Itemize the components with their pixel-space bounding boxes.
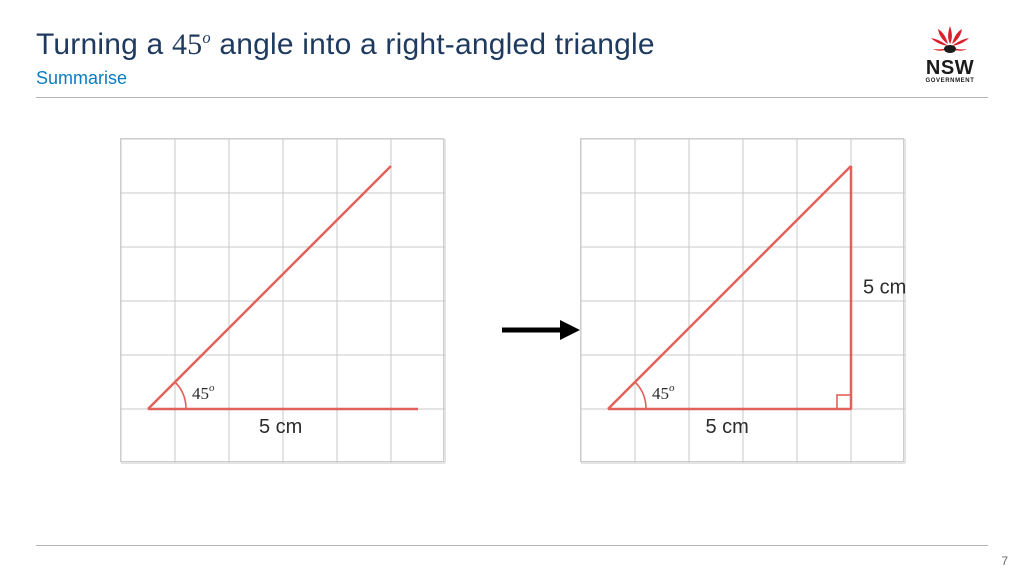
waratah-icon xyxy=(927,24,973,58)
arrow-icon xyxy=(500,316,584,344)
divider-bottom xyxy=(36,545,988,546)
subtitle: Summarise xyxy=(36,68,988,89)
divider-top xyxy=(36,97,988,98)
svg-text:45o: 45o xyxy=(192,382,215,403)
diagram-area: 45o 5 cm 45o 5 cm 5 cm xyxy=(120,138,920,498)
title-angle-unit: o xyxy=(202,28,210,47)
svg-text:5 cm: 5 cm xyxy=(259,416,302,438)
logo-text: NSW xyxy=(912,58,988,78)
right-diagram-svg: 45o 5 cm 5 cm xyxy=(581,139,965,493)
logo-subtext: GOVERNMENT xyxy=(912,78,988,84)
left-panel: 45o 5 cm xyxy=(120,138,444,462)
svg-text:45o: 45o xyxy=(652,382,675,403)
title-suffix: angle into a right-angled triangle xyxy=(211,28,655,61)
right-panel: 45o 5 cm 5 cm xyxy=(580,138,904,462)
svg-text:5 cm: 5 cm xyxy=(863,277,906,299)
nsw-logo: NSW GOVERNMENT xyxy=(912,24,988,84)
page-number: 7 xyxy=(1001,554,1008,568)
title-prefix: Turning a xyxy=(36,28,172,61)
svg-text:5 cm: 5 cm xyxy=(706,416,749,438)
left-diagram-svg: 45o 5 cm xyxy=(121,139,485,493)
title-angle-value: 45 xyxy=(172,28,202,61)
slide: NSW GOVERNMENT Turning a 45o angle into … xyxy=(0,0,1024,576)
page-title: Turning a 45o angle into a right-angled … xyxy=(36,28,988,62)
